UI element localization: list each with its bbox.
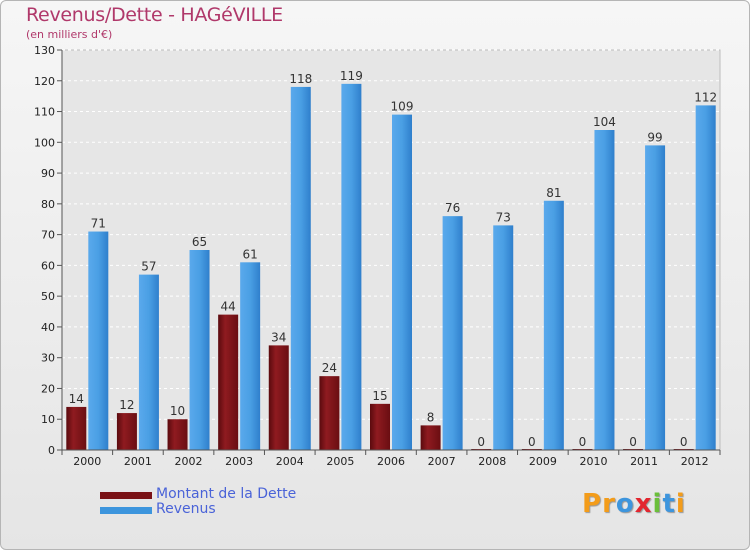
revenue-bar [695,105,716,450]
logo-letter: i [675,489,686,519]
x-tick-label: 2006 [377,455,405,468]
revenue-bar [240,262,261,450]
x-tick-label: 2004 [276,455,304,468]
y-tick-label: 120 [34,75,55,88]
logo-letter: r [602,489,616,519]
revenue-bar [493,225,514,450]
debt-value-label: 15 [372,389,387,403]
revenue-bar [138,274,159,450]
revenue-value-label: 118 [289,72,312,86]
y-tick-label: 60 [41,259,55,272]
revenue-value-label: 109 [391,100,414,114]
debt-bar [268,345,289,450]
x-tick-label: 2003 [225,455,253,468]
debt-value-label: 8 [427,410,435,424]
y-tick-label: 110 [34,106,55,119]
debt-bar [116,413,137,450]
y-tick-label: 30 [41,352,55,365]
logo-letter: o [615,489,635,519]
y-tick-label: 100 [34,136,55,149]
logo-letter: x [634,489,653,519]
legend-swatch-revenue [100,507,152,514]
chart-subtitle: (en milliers d'€) [26,28,113,41]
revenue-bar [392,114,412,450]
debt-bar [420,425,441,450]
y-tick-label: 20 [41,382,55,395]
y-tick-label: 80 [41,198,55,211]
logo-letter: P [582,489,603,519]
debt-value-label: 34 [271,330,286,344]
y-tick-label: 90 [41,167,55,180]
debt-value-label: 0 [579,435,587,449]
y-tick-label: 10 [41,413,55,426]
x-tick-label: 2008 [478,455,506,468]
x-tick-label: 2001 [124,455,152,468]
revenue-bar [543,200,564,450]
x-tick-label: 2000 [73,455,101,468]
x-tick-label: 2009 [529,455,557,468]
x-tick-label: 2012 [681,455,709,468]
logo-letter: i [652,489,663,519]
debt-bar [370,403,390,450]
revenue-value-label: 73 [496,210,511,224]
debt-bar [167,419,188,450]
x-tick-label: 2007 [428,455,456,468]
revenue-bar [341,83,362,450]
y-tick-label: 0 [48,444,55,457]
debt-value-label: 0 [477,435,485,449]
revenue-value-label: 65 [192,235,207,249]
debt-value-label: 0 [528,435,536,449]
debt-value-label: 12 [119,398,134,412]
x-tick-label: 2011 [630,455,658,468]
y-tick-label: 40 [41,321,55,334]
logo-letter: t [662,489,676,519]
debt-value-label: 14 [69,392,84,406]
y-tick-label: 70 [41,229,55,242]
debt-bar [66,406,87,450]
legend-swatch-debt [100,492,152,499]
revenue-value-label: 57 [141,260,156,274]
debt-value-label: 0 [680,435,688,449]
revenue-value-label: 61 [243,247,258,261]
debt-value-label: 24 [322,361,337,375]
debt-bar [218,314,239,450]
debt-value-label: 44 [221,300,236,314]
legend-label-revenue: Revenus [156,501,216,517]
debt-value-label: 0 [629,435,637,449]
legend-label-debt: Montant de la Dette [156,486,297,502]
revenue-value-label: 104 [593,115,616,129]
revenue-value-label: 99 [647,130,662,144]
revenue-bar [594,130,615,450]
x-tick-label: 2010 [579,455,607,468]
revenue-bar [645,145,666,450]
x-tick-label: 2005 [326,455,354,468]
revenue-value-label: 119 [340,69,363,83]
revenue-value-label: 112 [694,90,717,104]
revenue-value-label: 71 [91,217,106,231]
y-tick-label: 130 [34,44,55,57]
proxiti-logo: Proxiti [582,489,686,519]
revenue-bar [88,231,109,450]
chart-title: Revenus/Dette - HAGéVILLE [26,4,283,26]
y-tick-label: 50 [41,290,55,303]
revenue-bar [442,216,463,450]
debt-value-label: 10 [170,404,185,418]
debt-bar [319,376,340,450]
revenue-value-label: 76 [445,201,460,215]
x-tick-label: 2002 [175,455,203,468]
revenue-bar [189,250,210,450]
revenue-bar [290,86,311,450]
revenue-value-label: 81 [546,186,561,200]
